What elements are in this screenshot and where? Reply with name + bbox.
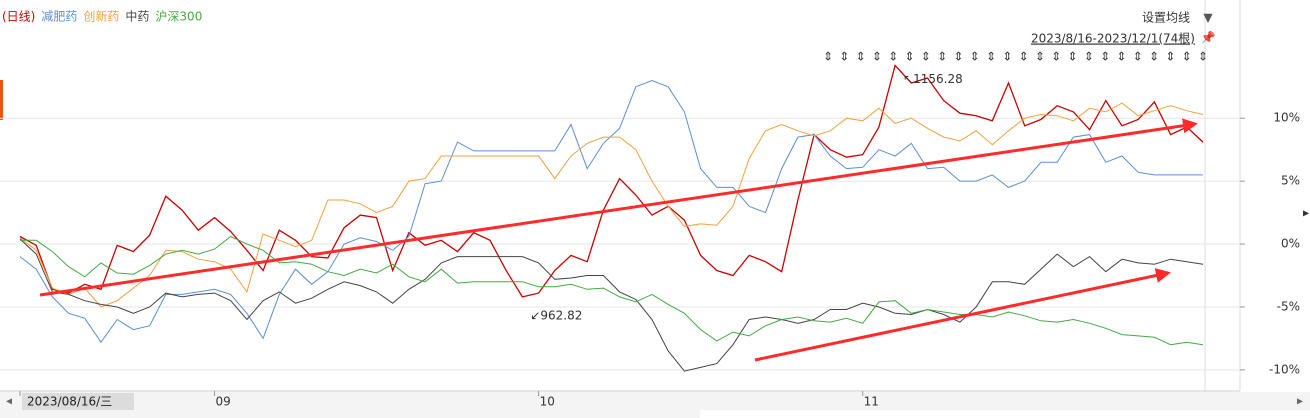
y-tick-label: 0% — [1281, 237, 1300, 251]
annotation: 962.82 — [540, 308, 582, 322]
marker-icon: ⇕ — [1019, 50, 1029, 64]
marker-icon: ⇕ — [904, 50, 914, 64]
marker-icons: ⇕ ⇕ ⇕ ⇕ ⇕ ⇕ ⇕ ⇕ ⇕ ⇕ ⇕ ⇕ ⇕ ⇕ ⇕ ⇕ ⇕ ⇕ ⇕ ⇕ ⇕ ⇕ ⇕ ⇕ — [823, 50, 1208, 64]
marker-icon: ⇕ — [1084, 50, 1094, 64]
marker-icon: ⇕ — [823, 50, 833, 64]
legend-entry: 沪深300 — [155, 10, 202, 24]
marker-icon: ⇕ — [1067, 50, 1077, 64]
marker-icon: ⇕ — [1182, 50, 1192, 64]
annotation-arrow: ↖ — [903, 72, 913, 86]
x-tick-label: 10 — [540, 395, 555, 409]
legend-entry: 创新药 — [83, 9, 119, 24]
range-label[interactable]: 2023/8/16-2023/12/1(74根) — [1031, 32, 1195, 46]
marker-icon: ⇕ — [1133, 50, 1143, 64]
left-marker — [0, 80, 3, 120]
marker-icon: ⇕ — [1051, 50, 1061, 64]
expand-arrow[interactable]: ▸ — [1303, 206, 1309, 220]
marker-icon: ⇕ — [1002, 50, 1012, 64]
y-tick-label: -5% — [1277, 299, 1300, 313]
scroll-left[interactable]: ◂ — [6, 394, 12, 408]
pin-icon[interactable]: 📌 — [1201, 30, 1216, 45]
series-line — [19, 238, 1204, 372]
y-tick-label: 5% — [1281, 174, 1300, 188]
legend: (日线) 减肥药 创新药 中药 沪深300 — [2, 9, 202, 24]
ma-button[interactable]: 设置均线 — [1142, 11, 1190, 25]
scroll-right[interactable]: ▸ — [1297, 394, 1303, 408]
marker-icon: ⇕ — [953, 50, 963, 64]
marker-icon: ⇕ — [872, 50, 882, 64]
legend-entry: (日线) — [2, 10, 35, 24]
marker-icon: ⇕ — [970, 50, 980, 64]
marker-icon: ⇕ — [1116, 50, 1126, 64]
y-tick-label: 10% — [1273, 111, 1300, 125]
marker-icon: ⇕ — [1100, 50, 1110, 64]
scroll-track — [700, 410, 1310, 418]
legend-entry: 减肥药 — [41, 10, 77, 24]
trend-arrow — [39, 118, 1198, 297]
annotation: 1156.28 — [913, 72, 963, 86]
series-line — [19, 79, 1203, 344]
marker-icon: ⇕ — [839, 50, 849, 64]
marker-icon: ⇕ — [1035, 50, 1045, 64]
series-line — [19, 64, 1204, 298]
x-tick-label: 09 — [215, 395, 230, 409]
marker-icon: ⇕ — [937, 50, 947, 64]
series-line — [20, 235, 1204, 346]
marker-icon: ⇕ — [1165, 50, 1175, 64]
marker-icon: ⇕ — [856, 50, 866, 64]
series-line — [19, 102, 1204, 308]
annotation-arrow: ↙ — [530, 308, 540, 322]
marker-icon: ⇕ — [1149, 50, 1159, 64]
legend-entry: 中药 — [125, 9, 149, 24]
y-tick-label: -10% — [1269, 362, 1300, 376]
grid — [0, 117, 1245, 396]
x-tick-label: 11 — [864, 395, 879, 409]
marker-icon: ⇕ — [921, 50, 931, 64]
series-lines — [19, 64, 1204, 372]
ma-dropdown[interactable]: ▼ — [1203, 11, 1213, 25]
marker-icon: ⇕ — [986, 50, 996, 64]
marker-icon: ⇕ — [888, 50, 898, 64]
marker-icon: ⇕ — [1198, 50, 1208, 64]
trend-arrow — [754, 268, 1171, 362]
x-tick-label: 2023/08/16/三 — [27, 395, 112, 409]
current-date-box — [22, 393, 134, 410]
